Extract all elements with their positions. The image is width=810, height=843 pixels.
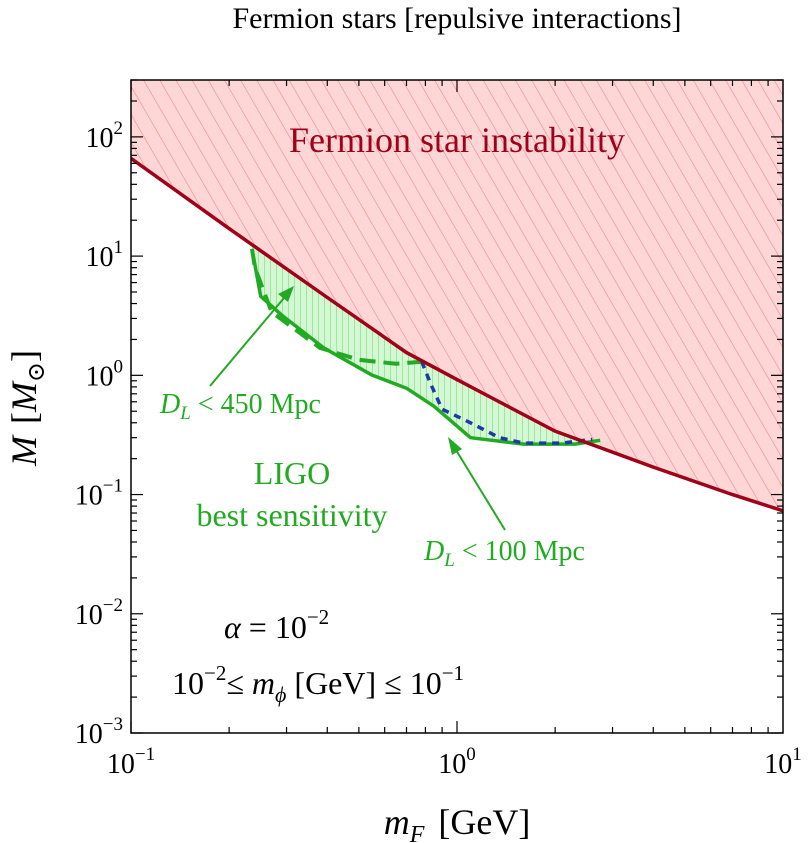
- annotation-dl450: DL < 450 Mpc: [159, 389, 321, 424]
- annotation-dl100: DL < 100 Mpc: [423, 536, 585, 571]
- annotation-mphi-range: 10−2≤ mϕ [GeV] ≤ 10−1: [172, 661, 464, 707]
- dl100-dotted-line: [420, 361, 593, 445]
- plot-frame: [130, 79, 784, 734]
- y-axis-label: M[M⊙]: [4, 350, 50, 467]
- x-axis-label: mF [GeV]: [384, 802, 531, 843]
- dl450-dashed-line: [250, 248, 422, 366]
- x-tick-label: 10−1: [107, 744, 155, 780]
- x-tick-label: 101: [764, 744, 802, 780]
- arrow-dl450: [209, 286, 294, 387]
- annotation-ligo-line2: best sensitivity: [196, 497, 387, 533]
- axis-ticks: 10−1 100 101 10−3 10−2 10−1 100 101 102: [75, 79, 802, 780]
- y-tick-label: 10−3: [75, 714, 123, 750]
- y-tick-label: 10−1: [75, 476, 123, 512]
- y-tick-label: 101: [86, 237, 124, 273]
- y-tick-label: 100: [86, 356, 124, 392]
- arrow-dl100: [448, 437, 506, 531]
- y-tick-label: 102: [86, 118, 124, 154]
- y-tick-label: 10−2: [75, 595, 123, 631]
- chart-title: Fermion stars [repulsive interactions]: [232, 2, 681, 35]
- annotation-instability: Fermion star instability: [289, 120, 625, 160]
- instability-boundary-line: [131, 156, 783, 513]
- annotation-ligo-line1: LIGO: [254, 455, 330, 491]
- instability-region: [131, 80, 783, 511]
- annotation-alpha: α = 10−2: [224, 605, 329, 645]
- x-tick-label: 100: [438, 744, 476, 780]
